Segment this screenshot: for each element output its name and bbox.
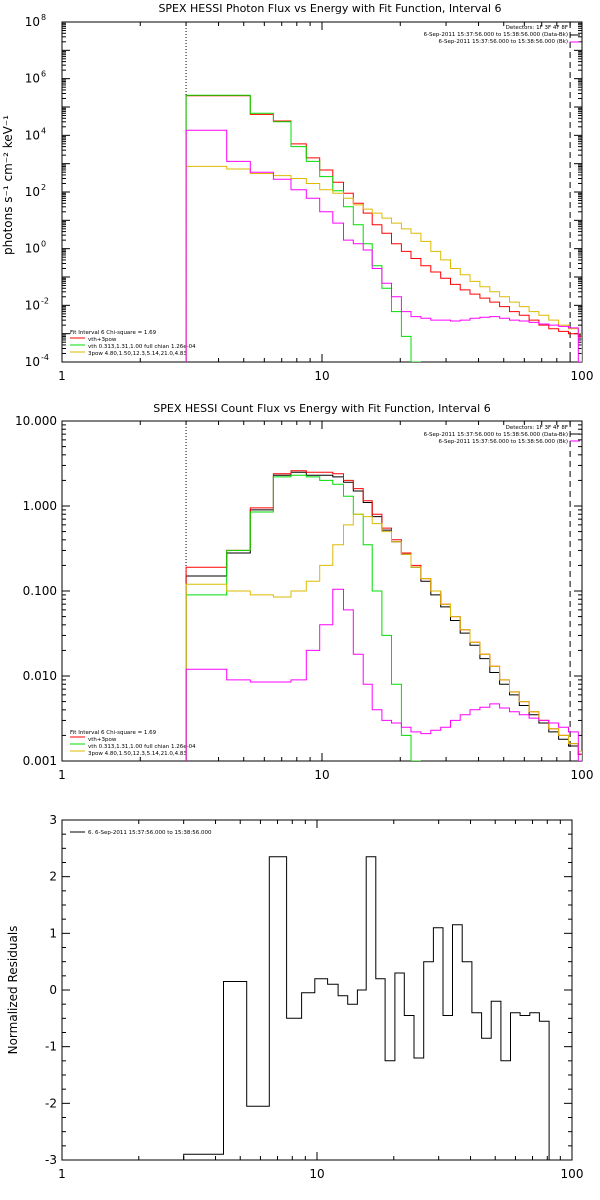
legend-item-label: 3pow 4.80,1.50,12.3,5.14,21.0,4.83 <box>88 351 187 357</box>
series-vth <box>185 94 421 362</box>
legend-item-label: vth 0.313,1.31,1.00 full chian 1.26e-04 <box>88 344 196 350</box>
series-data-bk <box>185 471 582 761</box>
legend-line: 6-Sep-2011 15:37:56.000 to 15:38:56.000 … <box>439 439 569 445</box>
y-tick-label: -1 <box>45 1040 57 1054</box>
count-flux-panel: SPEX HESSI Count Flux vs Energy with Fit… <box>15 402 593 782</box>
x-tick-label: 100 <box>561 1167 584 1181</box>
legend-item-label: 3pow 4.80,1.50,12.3,5.14,21.0,4.83 <box>88 751 187 757</box>
legend-item-label: vth 0.313,1.31,1.00 full chian 1.26e-04 <box>88 744 196 750</box>
series-group <box>185 470 582 761</box>
legend-header: Fit Interval 6 Chi-square = 1.69 <box>70 330 157 336</box>
y-tick-exponent: 8 <box>41 13 46 22</box>
legend-line: Detectors: 1F 3F 4F 8F <box>506 25 568 31</box>
x-tick-label: 1 <box>58 1167 66 1181</box>
plot-frame <box>61 819 573 1161</box>
y-tick-exponent: -4 <box>41 353 49 362</box>
y-tick-label: 0.100 <box>23 584 57 598</box>
x-tick-label: 10 <box>314 768 329 782</box>
y-tick-label: 10.000 <box>15 414 57 428</box>
x-tick-label: 1 <box>58 768 66 782</box>
count-flux-legend-fit: Fit Interval 6 Chi-square = 1.69 vth+3po… <box>70 730 196 757</box>
residuals-ylabel: Normalized Residuals <box>6 926 20 1055</box>
y-tick-label: 10 <box>25 185 40 199</box>
legend-line: 6-Sep-2011 15:37:56.000 to 15:38:56.000 … <box>424 432 568 438</box>
y-tick-exponent: 0 <box>41 240 46 249</box>
legend-item-label: vth+3pow <box>88 337 117 343</box>
legend-line: 6-Sep-2011 15:37:56.000 to 15:38:56.000 … <box>424 32 568 38</box>
y-tick-exponent: 2 <box>41 183 46 192</box>
y-tick-label: 10 <box>25 72 40 86</box>
residuals-panel: Normalized Residuals 6. 6-Sep-2011 15:37… <box>6 813 583 1181</box>
legend-header: Fit Interval 6 Chi-square = 1.69 <box>70 730 157 736</box>
y-tick-label: 1.000 <box>23 499 57 513</box>
y-tick-label: 10 <box>25 15 40 29</box>
y-tick-label: 10 <box>25 128 40 142</box>
y-tick-exponent: 6 <box>41 70 46 79</box>
y-tick-label: -2 <box>45 1096 57 1110</box>
x-tick-label: 10 <box>314 369 329 383</box>
legend-item-label: vth+3pow <box>88 737 117 743</box>
photon-flux-panel: SPEX HESSI Photon Flux vs Energy with Fi… <box>1 2 593 383</box>
series-3pow <box>185 165 582 362</box>
photon-flux-ylabel: photons s⁻¹ cm⁻² keV⁻¹ <box>1 115 15 255</box>
plot-frame <box>61 21 583 363</box>
y-tick-exponent: -2 <box>41 296 49 305</box>
y-tick-label: 10 <box>25 298 40 312</box>
series-residuals <box>183 856 572 1160</box>
count-flux-title: SPEX HESSI Count Flux vs Energy with Fit… <box>153 402 490 415</box>
legend-line: 6-Sep-2011 15:37:56.000 to 15:38:56.000 … <box>439 39 569 45</box>
series-vth <box>185 474 421 761</box>
y-tick-label: 10 <box>25 242 40 256</box>
series-group <box>185 94 582 362</box>
photon-flux-legend-fit: Fit Interval 6 Chi-square = 1.69 vth+3po… <box>70 330 196 357</box>
series-vth-3pow <box>185 470 582 761</box>
series-3pow <box>185 513 582 761</box>
legend-line: Detectors: 1F 3F 4F 8F <box>506 425 568 431</box>
y-tick-label: 3 <box>49 813 57 827</box>
series-bk <box>185 129 582 362</box>
count-flux-legend-topright: Detectors: 1F 3F 4F 8F 6-Sep-2011 15:37:… <box>424 425 568 445</box>
y-tick-label: -3 <box>45 1153 57 1167</box>
y-tick-label: 0.010 <box>23 669 57 683</box>
x-tick-label: 100 <box>571 768 594 782</box>
y-tick-label: 0.001 <box>23 754 57 768</box>
series-vth-3pow <box>185 95 582 362</box>
photon-flux-legend-topright: Detectors: 1F 3F 4F 8F 6-Sep-2011 15:37:… <box>424 25 568 45</box>
x-tick-label: 1 <box>58 369 66 383</box>
x-tick-label: 10 <box>309 1167 324 1181</box>
photon-flux-title: SPEX HESSI Photon Flux vs Energy with Fi… <box>158 2 501 15</box>
series-group <box>183 856 572 1160</box>
y-tick-label: 0 <box>49 983 57 997</box>
y-tick-label: 10 <box>25 355 40 369</box>
y-tick-label: 1 <box>49 926 57 940</box>
series-bk <box>185 588 582 761</box>
x-tick-label: 100 <box>571 369 594 383</box>
y-tick-exponent: 4 <box>41 126 46 135</box>
residuals-legend-label: 6. 6-Sep-2011 15:37:56.000 to 15:38:56.0… <box>88 830 212 836</box>
y-tick-label: 2 <box>49 870 57 884</box>
